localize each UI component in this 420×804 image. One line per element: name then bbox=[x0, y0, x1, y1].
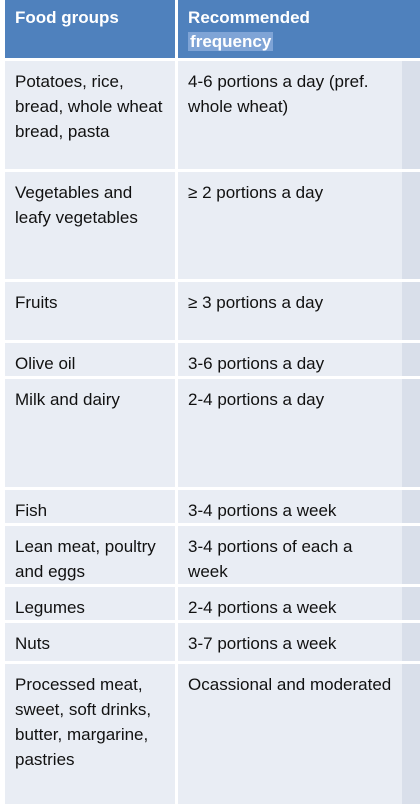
extra-cell bbox=[402, 379, 420, 487]
food-group-cell: Lean meat, poultry and eggs bbox=[5, 526, 176, 584]
extra-cell bbox=[402, 282, 420, 340]
extra-cell bbox=[402, 343, 420, 376]
frequency-cell: 2-4 portions a week bbox=[178, 587, 402, 620]
header-frequency-label: frequency bbox=[188, 32, 274, 51]
table-row: Potatoes, rice, bread, whole wheat bread… bbox=[0, 61, 420, 169]
extra-cell bbox=[402, 587, 420, 620]
header-food-groups: Food groups bbox=[5, 0, 176, 58]
table-row: Milk and dairy 2-4 portions a day bbox=[0, 379, 420, 487]
table-row: Lean meat, poultry and eggs 3-4 portions… bbox=[0, 526, 420, 584]
header-recommended-frequency: Recommended frequency bbox=[178, 0, 402, 58]
table-row: Legumes 2-4 portions a week bbox=[0, 587, 420, 620]
frequency-cell: Ocassional and moderated bbox=[178, 664, 402, 804]
frequency-cell: 3-6 portions a day bbox=[178, 343, 402, 376]
food-group-cell: Milk and dairy bbox=[5, 379, 176, 487]
frequency-cell: ≥ 3 portions a day bbox=[178, 282, 402, 340]
food-group-cell: Vegetables and leafy vegetables bbox=[5, 172, 176, 279]
extra-cell bbox=[402, 623, 420, 661]
table-row: Olive oil 3-6 portions a day bbox=[0, 343, 420, 376]
table-row: Vegetables and leafy vegetables ≥ 2 port… bbox=[0, 172, 420, 279]
frequency-cell: 4-6 portions a day (pref. whole wheat) bbox=[178, 61, 402, 169]
food-group-cell: Fish bbox=[5, 490, 176, 523]
food-group-cell: Nuts bbox=[5, 623, 176, 661]
extra-cell bbox=[402, 172, 420, 279]
header-extra-column bbox=[402, 0, 420, 58]
extra-cell bbox=[402, 664, 420, 804]
table-row: Nuts 3-7 portions a week bbox=[0, 623, 420, 661]
frequency-cell: 3-4 portions of each a week bbox=[178, 526, 402, 584]
frequency-cell: 3-7 portions a week bbox=[178, 623, 402, 661]
extra-cell bbox=[402, 526, 420, 584]
extra-cell bbox=[402, 490, 420, 523]
table-header-row: Food groups Recommended frequency bbox=[0, 0, 420, 58]
header-recommended-label: Recommended bbox=[188, 8, 310, 27]
table-row: Fish 3-4 portions a week bbox=[0, 490, 420, 523]
food-group-cell: Processed meat, sweet, soft drinks, butt… bbox=[5, 664, 176, 804]
food-group-cell: Olive oil bbox=[5, 343, 176, 376]
frequency-cell: 3-4 portions a week bbox=[178, 490, 402, 523]
frequency-cell: 2-4 portions a day bbox=[178, 379, 402, 487]
table-row: Fruits ≥ 3 portions a day bbox=[0, 282, 420, 340]
frequency-cell: ≥ 2 portions a day bbox=[178, 172, 402, 279]
table-row: Processed meat, sweet, soft drinks, butt… bbox=[0, 664, 420, 804]
food-group-cell: Potatoes, rice, bread, whole wheat bread… bbox=[5, 61, 176, 169]
extra-cell bbox=[402, 61, 420, 169]
food-group-cell: Legumes bbox=[5, 587, 176, 620]
food-group-cell: Fruits bbox=[5, 282, 176, 340]
